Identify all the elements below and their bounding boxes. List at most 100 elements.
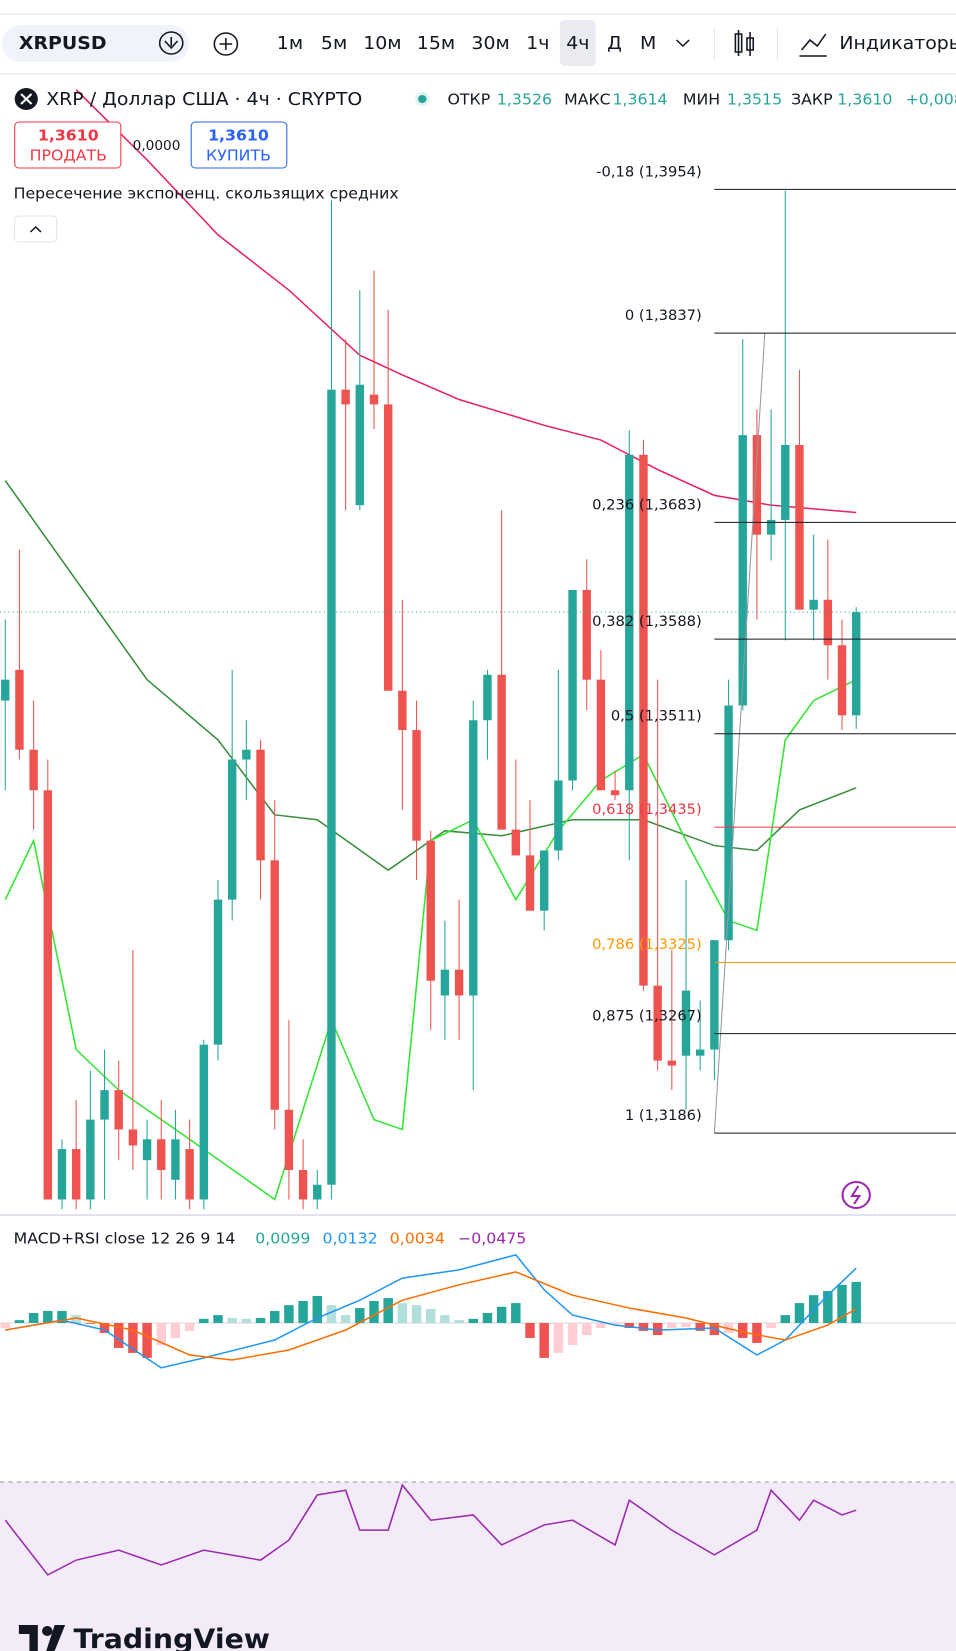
ema-line <box>4 480 857 872</box>
histogram-bar <box>766 1323 776 1328</box>
legend-value: 0,0034 <box>390 1230 445 1248</box>
histogram-bar <box>199 1318 209 1324</box>
chart-title: XRP / Доллар США · 4ч · CRYPTO <box>46 89 362 109</box>
candle-body <box>270 860 279 1110</box>
histogram-bar <box>113 1323 124 1348</box>
timeframe[interactable]: 5м <box>321 33 347 53</box>
candle-body <box>724 705 733 941</box>
candle-body <box>851 612 861 716</box>
timeframe[interactable]: 30м <box>471 33 509 53</box>
histogram-bar <box>57 1310 67 1324</box>
histogram-bar <box>43 1310 53 1324</box>
buy-price[interactable]: 1,3610 <box>208 127 269 145</box>
candle-body <box>525 855 535 911</box>
main-pane: -0,18 (1,3954) 0 (1,3837) 0,236 (1,3683) 0,… <box>0 89 956 1210</box>
candle-body <box>795 444 804 610</box>
histogram-bar <box>184 1323 195 1331</box>
candle-body <box>327 389 336 1185</box>
candle-body <box>667 1060 677 1066</box>
sell-label[interactable]: ПРОДАТЬ <box>30 147 107 165</box>
fib-label: -0,18 (1,3954) <box>596 165 702 181</box>
histogram-bar <box>681 1323 691 1328</box>
rsi-pane <box>4 1483 857 1576</box>
collapse-button[interactable] <box>14 215 58 243</box>
sell-price[interactable]: 1,3610 <box>38 127 99 145</box>
histogram-bar <box>837 1284 847 1324</box>
indicator-label: Пересечение экспоненц. скользящих средни… <box>14 185 399 203</box>
active-timeframe-bg[interactable] <box>559 20 596 66</box>
ohlc-label: МИН <box>683 91 720 109</box>
candle-body <box>57 1149 67 1200</box>
candle-body <box>227 759 237 900</box>
timeframe[interactable]: 1м <box>277 33 303 53</box>
histogram-bar <box>411 1305 422 1324</box>
histogram-bar <box>71 1315 81 1324</box>
histogram-bar <box>383 1298 393 1324</box>
candle-body <box>369 394 379 405</box>
histogram-bar <box>156 1323 166 1346</box>
indicators-icon[interactable] <box>799 33 827 57</box>
candle-body <box>483 674 492 721</box>
legend-value: −0,0475 <box>458 1230 526 1248</box>
fib-label: 0,786 (1,3325) <box>592 938 702 954</box>
more-timeframes[interactable] <box>675 39 690 48</box>
fib-label: 0 (1,3837) <box>625 308 702 324</box>
candle-body <box>213 899 223 1045</box>
timeframe[interactable]: М <box>640 33 656 53</box>
replay-icon[interactable] <box>841 1181 871 1209</box>
ohlc-value: 1,3526 <box>497 91 552 109</box>
fib-label: 0,5 (1,3511) <box>611 709 702 725</box>
symbol-icon[interactable] <box>158 31 184 55</box>
candle-body <box>823 599 833 646</box>
candle-body <box>809 599 818 610</box>
candle-body <box>341 389 350 405</box>
timeframe[interactable]: 4ч <box>566 33 589 53</box>
histogram-bar <box>851 1281 861 1324</box>
histogram-bar <box>652 1323 663 1336</box>
candle-body <box>71 1149 81 1200</box>
candle-body <box>398 690 407 731</box>
histogram-bar <box>440 1315 450 1324</box>
buy-button[interactable] <box>190 121 288 169</box>
candle-body <box>596 679 606 791</box>
indicators-button[interactable]: Индикаторы <box>839 33 956 53</box>
candle-body <box>554 780 563 851</box>
compare-button[interactable] <box>213 32 239 56</box>
timeframe[interactable]: Д <box>607 33 622 53</box>
ohlc-value: 1,3515 <box>727 91 782 109</box>
candle-body <box>469 720 478 996</box>
macd-title: MACD+RSI close 12 26 9 14 <box>14 1230 236 1248</box>
histogram-bar <box>397 1303 408 1324</box>
histogram-bar <box>482 1313 493 1324</box>
histogram-bar <box>99 1323 110 1333</box>
histogram-bar <box>823 1291 833 1324</box>
collapse-icon[interactable] <box>29 225 42 233</box>
timeframe[interactable]: 10м <box>363 33 401 53</box>
sell-button[interactable] <box>14 121 122 169</box>
chart-type-button[interactable] <box>734 30 755 56</box>
histogram-bar <box>624 1323 635 1328</box>
histogram-bar <box>355 1308 365 1324</box>
macd-line <box>5 1271 857 1361</box>
candle-body <box>298 1169 308 1200</box>
candle-body <box>766 519 776 535</box>
histogram-bar <box>425 1308 436 1324</box>
histogram-bar <box>596 1323 606 1328</box>
histogram-bar <box>738 1323 748 1338</box>
ema-line <box>75 89 857 514</box>
symbol-search[interactable] <box>2 25 190 62</box>
candle-body <box>710 940 719 1050</box>
fib-label: 1 (1,3186) <box>625 1108 702 1124</box>
candle-body <box>383 404 393 691</box>
histogram-bar <box>709 1323 720 1336</box>
timeframe[interactable]: 15м <box>417 33 455 53</box>
fib-label: 0,382 (1,3588) <box>592 614 702 630</box>
timeframe[interactable]: 1ч <box>526 33 549 53</box>
symbol[interactable]: XRPUSD <box>19 33 107 53</box>
candle-body <box>752 435 762 535</box>
buy-label[interactable]: КУПИТЬ <box>206 147 271 165</box>
logo-text: TradingView <box>74 1622 270 1651</box>
histogram-bar <box>241 1318 252 1324</box>
ohlc-label: ОТКР <box>448 91 491 109</box>
candle-body <box>284 1109 294 1170</box>
